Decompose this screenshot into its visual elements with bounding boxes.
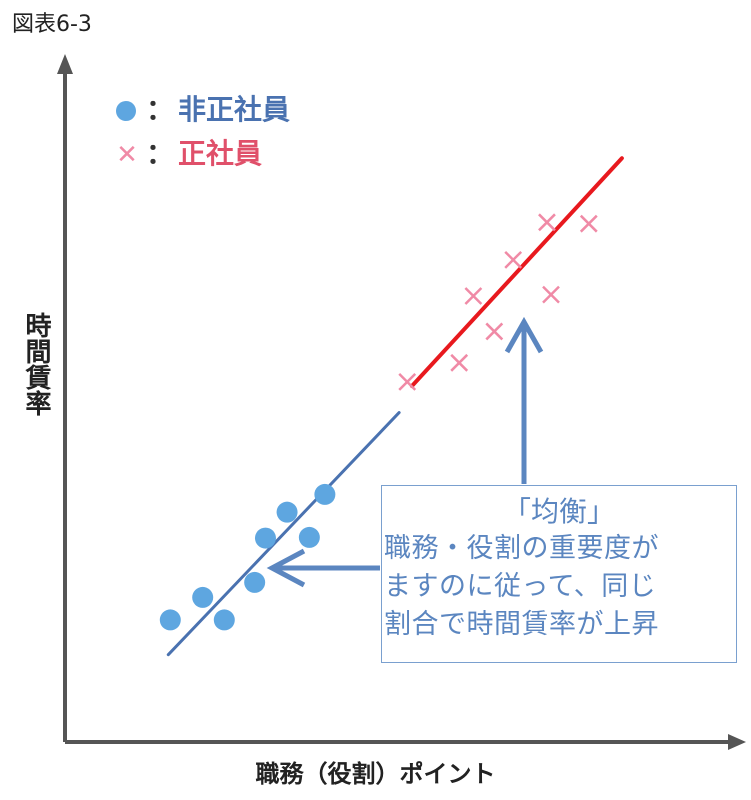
data-point-non-regular (254, 527, 276, 549)
data-point-regular (398, 373, 417, 391)
annotation-title: 「均衡」 (502, 495, 615, 528)
x-axis-arrowhead (728, 734, 746, 750)
annotation-arrows (266, 316, 544, 588)
data-point-regular (450, 353, 469, 372)
data-points (159, 213, 598, 631)
trend-line-non-regular (166, 411, 401, 657)
data-point-non-regular (276, 501, 298, 523)
legend-separator: ： (146, 93, 175, 126)
circle-marker-icon (116, 101, 136, 121)
annotation-line: ますのに従って、同じ (384, 571, 657, 602)
legend-separator: ： (146, 137, 175, 170)
y-axis-label: 時間賃率 (21, 312, 51, 416)
trend-line-regular (409, 156, 624, 388)
y-axis-arrowhead (57, 54, 73, 74)
legend-item-regular: ✕ ：正社員 (116, 132, 262, 172)
cross-stroke (579, 214, 598, 233)
legend-label-regular: 正社員 (178, 137, 263, 170)
data-point-regular (485, 322, 504, 341)
data-point-non-regular (192, 586, 214, 608)
data-point-non-regular (244, 571, 266, 593)
x-axis-label: 職務（役割）ポイント (255, 760, 496, 788)
cross-marker-icon: ✕ (116, 140, 138, 170)
cross-stroke (398, 373, 417, 391)
figure-label: 図表6-3 (12, 12, 92, 37)
arrow-left-head (266, 548, 306, 588)
data-point-non-regular (159, 609, 181, 631)
cross-stroke (464, 287, 483, 305)
cross-stroke (542, 285, 560, 304)
data-point-regular (504, 250, 523, 269)
data-point-non-regular (213, 609, 235, 631)
arrow-up-head (504, 316, 544, 354)
cross-stroke (485, 322, 504, 341)
axes (57, 54, 746, 750)
cross-stroke (538, 213, 556, 232)
data-point-regular (464, 287, 483, 305)
data-point-non-regular (298, 526, 320, 548)
legend-label-non-regular: 非正社員 (178, 93, 291, 126)
data-point-regular (538, 213, 556, 232)
annotation-line: 職務・役割の重要度が (384, 533, 659, 564)
data-point-regular (579, 214, 598, 233)
annotation-line: 割合で時間賃率が上昇 (384, 609, 659, 640)
cross-stroke (504, 250, 523, 269)
data-point-regular (542, 285, 560, 304)
legend-item-non-regular: ：非正社員 (116, 88, 290, 128)
trend-lines (166, 156, 624, 657)
annotation-box: 「均衡」 職務・役割の重要度が ますのに従って、同じ 割合で時間賃率が上昇 (381, 485, 737, 663)
data-point-non-regular (314, 483, 336, 505)
cross-stroke (450, 353, 469, 372)
